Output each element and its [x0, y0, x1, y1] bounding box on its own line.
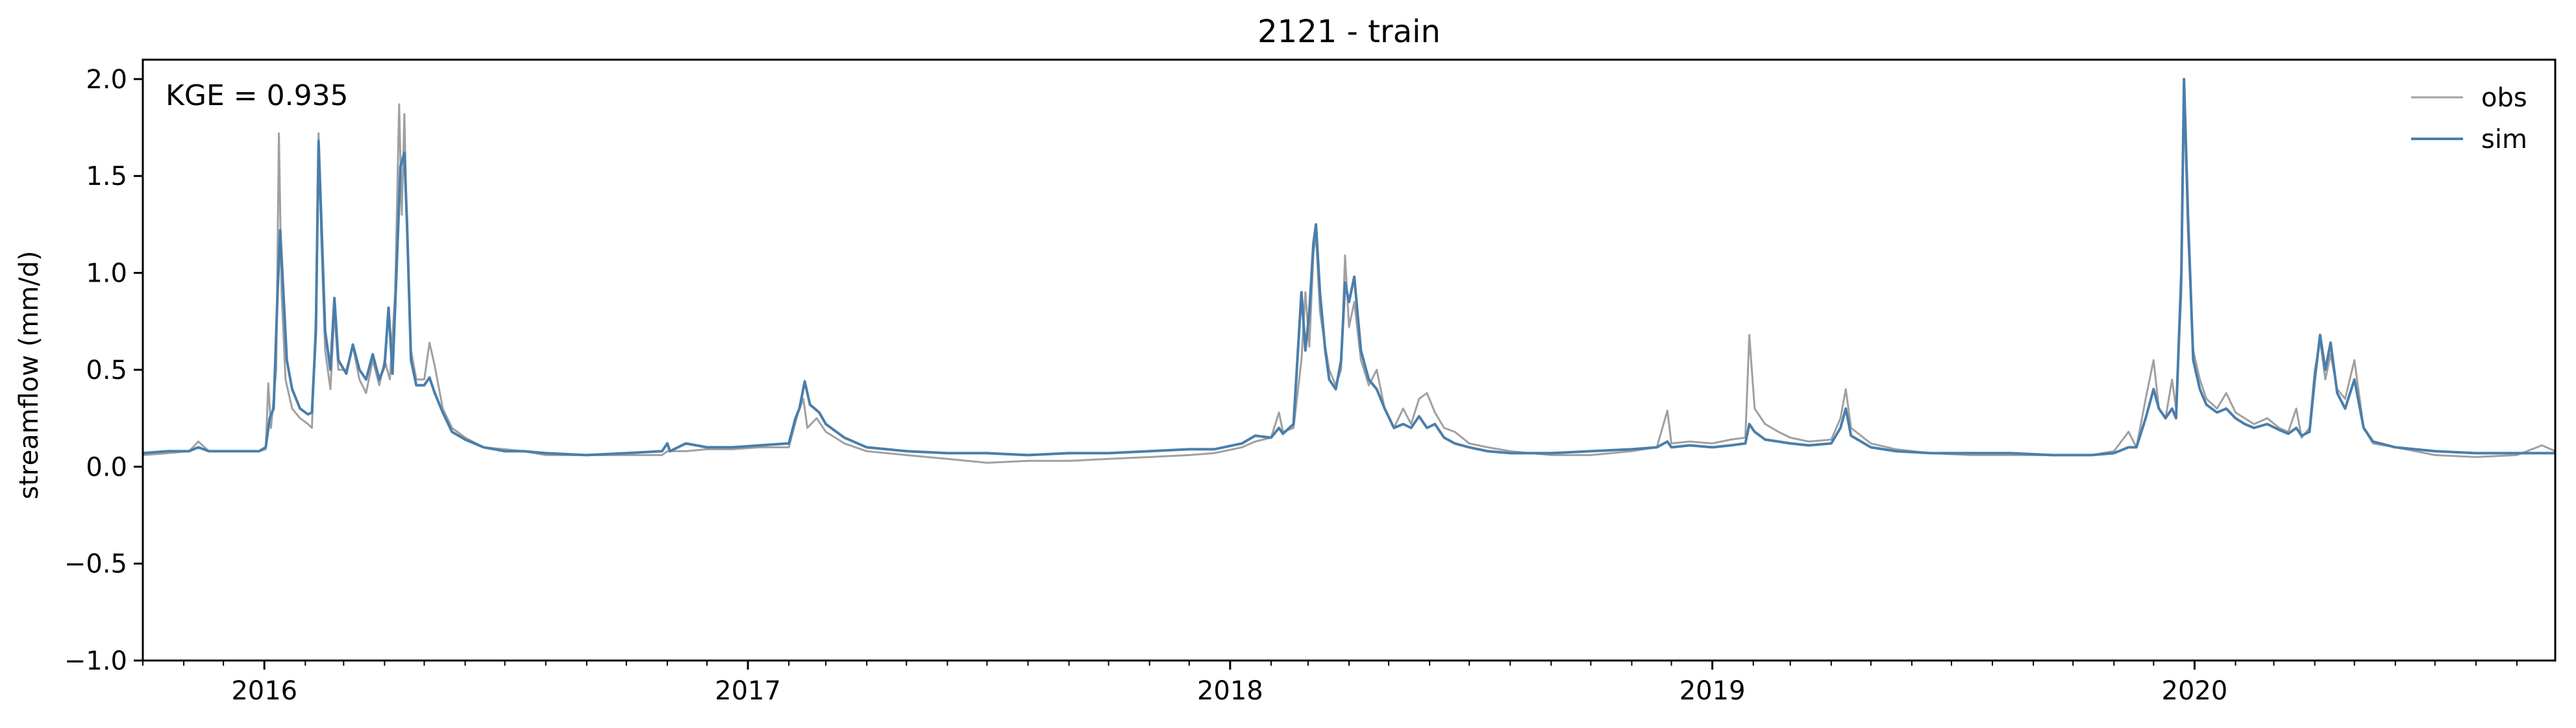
series-line-sim — [143, 77, 2555, 457]
legend-label-obs: obs — [2481, 83, 2527, 113]
legend: obs sim — [2411, 83, 2527, 154]
x-tick-label: 2020 — [2162, 676, 2228, 706]
y-tick-label: 1.5 — [86, 162, 127, 191]
legend-label-sim: sim — [2481, 125, 2527, 154]
y-tick-label: −0.5 — [64, 550, 127, 579]
x-tick-label: 2016 — [231, 676, 297, 706]
plot-frame — [142, 58, 2557, 662]
x-tick-label: 2017 — [715, 676, 781, 706]
y-axis-label: streamflow (mm/d) — [14, 250, 44, 499]
series-line-obs — [143, 88, 2555, 464]
y-tick-label: −1.0 — [64, 646, 127, 676]
plot-area — [143, 77, 2555, 464]
kge-annotation: KGE = 0.935 — [166, 79, 349, 112]
chart-title: 2121 - train — [1257, 14, 1441, 50]
y-tick-label: 1.0 — [86, 259, 127, 289]
y-axis: −1.0 −0.5 0.0 0.5 1.0 1.5 2.0 — [64, 65, 143, 676]
x-axis: 2016 2017 2018 2019 2020 — [142, 661, 2518, 706]
x-tick-label: 2018 — [1197, 676, 1263, 706]
y-tick-label: 0.0 — [86, 452, 127, 482]
x-tick-label: 2019 — [1679, 676, 1746, 706]
y-tick-label: 2.0 — [86, 65, 127, 95]
y-tick-label: 0.5 — [86, 356, 127, 385]
